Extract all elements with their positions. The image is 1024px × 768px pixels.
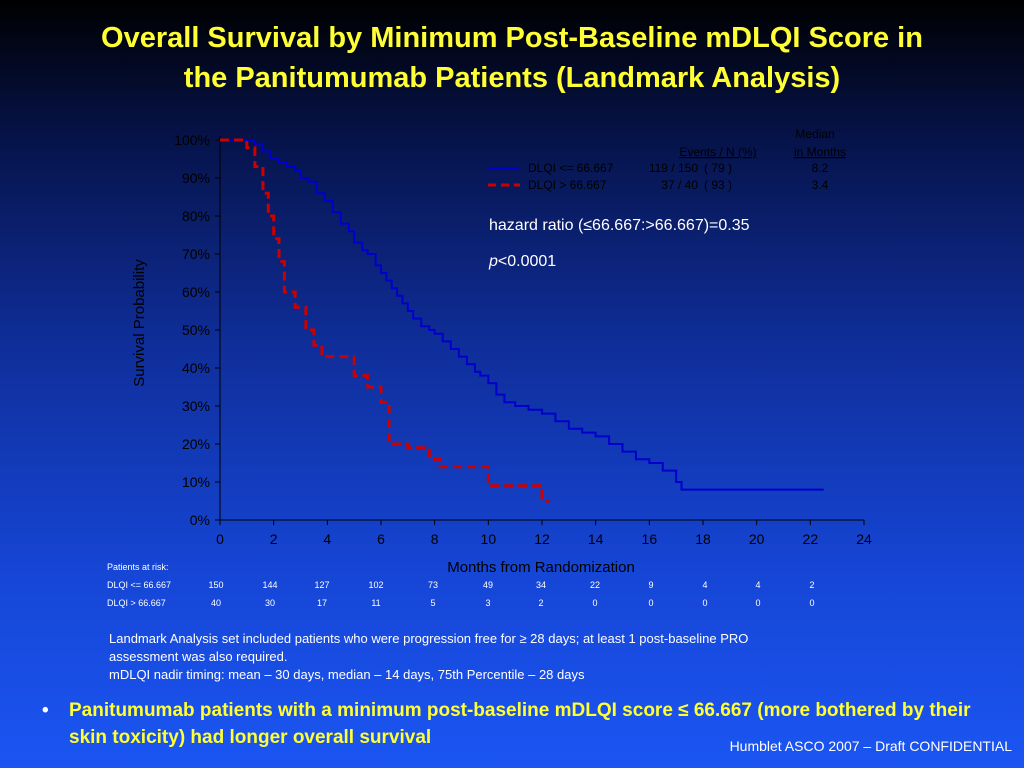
x-tick-label: 22 bbox=[803, 531, 819, 547]
footnote-line-1: Landmark Analysis set included patients … bbox=[109, 631, 749, 646]
x-tick-label: 10 bbox=[481, 531, 497, 547]
slide-title: Overall Survival by Minimum Post-Baselin… bbox=[0, 18, 1024, 98]
title-line-1: Overall Survival by Minimum Post-Baselin… bbox=[101, 22, 923, 54]
legend-percent: ( 79 ) bbox=[704, 161, 732, 175]
x-tick-label: 0 bbox=[216, 531, 224, 547]
bullet-text: Panitumumab patients with a minimum post… bbox=[69, 700, 971, 748]
x-tick-label: 18 bbox=[695, 531, 711, 547]
x-tick-label: 12 bbox=[534, 531, 550, 547]
legend-events: 37 / 40 bbox=[661, 178, 698, 192]
y-tick-label: 20% bbox=[182, 436, 210, 452]
conclusion-bullet: • Panitumumab patients with a minimum po… bbox=[42, 697, 982, 751]
legend-header-median: Median bbox=[795, 127, 834, 141]
p-value-number: <0.0001 bbox=[498, 253, 556, 270]
credit-text: Humblet ASCO 2007 – Draft CONFIDENTIAL bbox=[729, 738, 1012, 754]
p-value-letter: p bbox=[488, 253, 498, 270]
y-tick-label: 90% bbox=[182, 170, 210, 186]
legend-median: 3.4 bbox=[812, 178, 829, 192]
y-tick-label: 10% bbox=[182, 474, 210, 490]
legend-label: DLQI <= 66.667 bbox=[528, 161, 614, 175]
y-tick-label: 70% bbox=[182, 246, 210, 262]
y-tick-label: 40% bbox=[182, 360, 210, 376]
y-tick-label: 30% bbox=[182, 398, 210, 414]
legend-median: 8.2 bbox=[812, 161, 829, 175]
bullet-marker: • bbox=[42, 700, 49, 721]
x-tick-label: 14 bbox=[588, 531, 604, 547]
legend-percent: ( 93 ) bbox=[704, 178, 732, 192]
legend-events: 119 / 150 bbox=[649, 161, 698, 175]
footnote-line-3: mDLQI nadir timing: mean – 30 days, medi… bbox=[109, 667, 585, 682]
y-tick-label: 100% bbox=[174, 132, 210, 148]
legend-header-months: in Months bbox=[794, 145, 846, 159]
chart-legend: Median Events / N (%) in Months DLQI <= 66.… bbox=[488, 127, 846, 192]
y-tick-label: 80% bbox=[182, 208, 210, 224]
x-tick-label: 20 bbox=[749, 531, 765, 547]
chart-axes: 0%10%20%30%40%50%60%70%80%90%100%0 2 4 6 8 10… bbox=[174, 132, 872, 547]
y-axis-label: Survival Probability bbox=[131, 259, 148, 387]
y-tick-label: 50% bbox=[182, 322, 210, 338]
y-tick-label: 60% bbox=[182, 284, 210, 300]
hazard-ratio-text: hazard ratio (≤66.667:>66.667)=0.35 bbox=[489, 217, 750, 234]
x-tick-label: 4 bbox=[323, 531, 331, 547]
survival-curves bbox=[220, 138, 824, 503]
footnote: Landmark Analysis set included patients … bbox=[109, 630, 909, 684]
footnote-line-2: assessment was also required. bbox=[109, 649, 288, 664]
x-tick-label: 8 bbox=[431, 531, 439, 547]
x-tick-label: 16 bbox=[642, 531, 658, 547]
survival-curve-high-mdlqi bbox=[220, 138, 551, 503]
legend-header-events: Events / N (%) bbox=[679, 145, 756, 159]
survival-curve-low-mdlqi bbox=[220, 139, 824, 491]
x-tick-label: 24 bbox=[856, 531, 872, 547]
x-axis-label: Months from Randomization bbox=[447, 559, 635, 576]
p-value-text: p<0.0001 bbox=[488, 253, 556, 270]
x-tick-label: 2 bbox=[270, 531, 278, 547]
legend-label: DLQI > 66.667 bbox=[528, 178, 607, 192]
title-line-2: the Panitumumab Patients (Landmark Analy… bbox=[183, 62, 841, 94]
x-tick-label: 6 bbox=[377, 531, 385, 547]
y-tick-label: 0% bbox=[190, 512, 210, 528]
